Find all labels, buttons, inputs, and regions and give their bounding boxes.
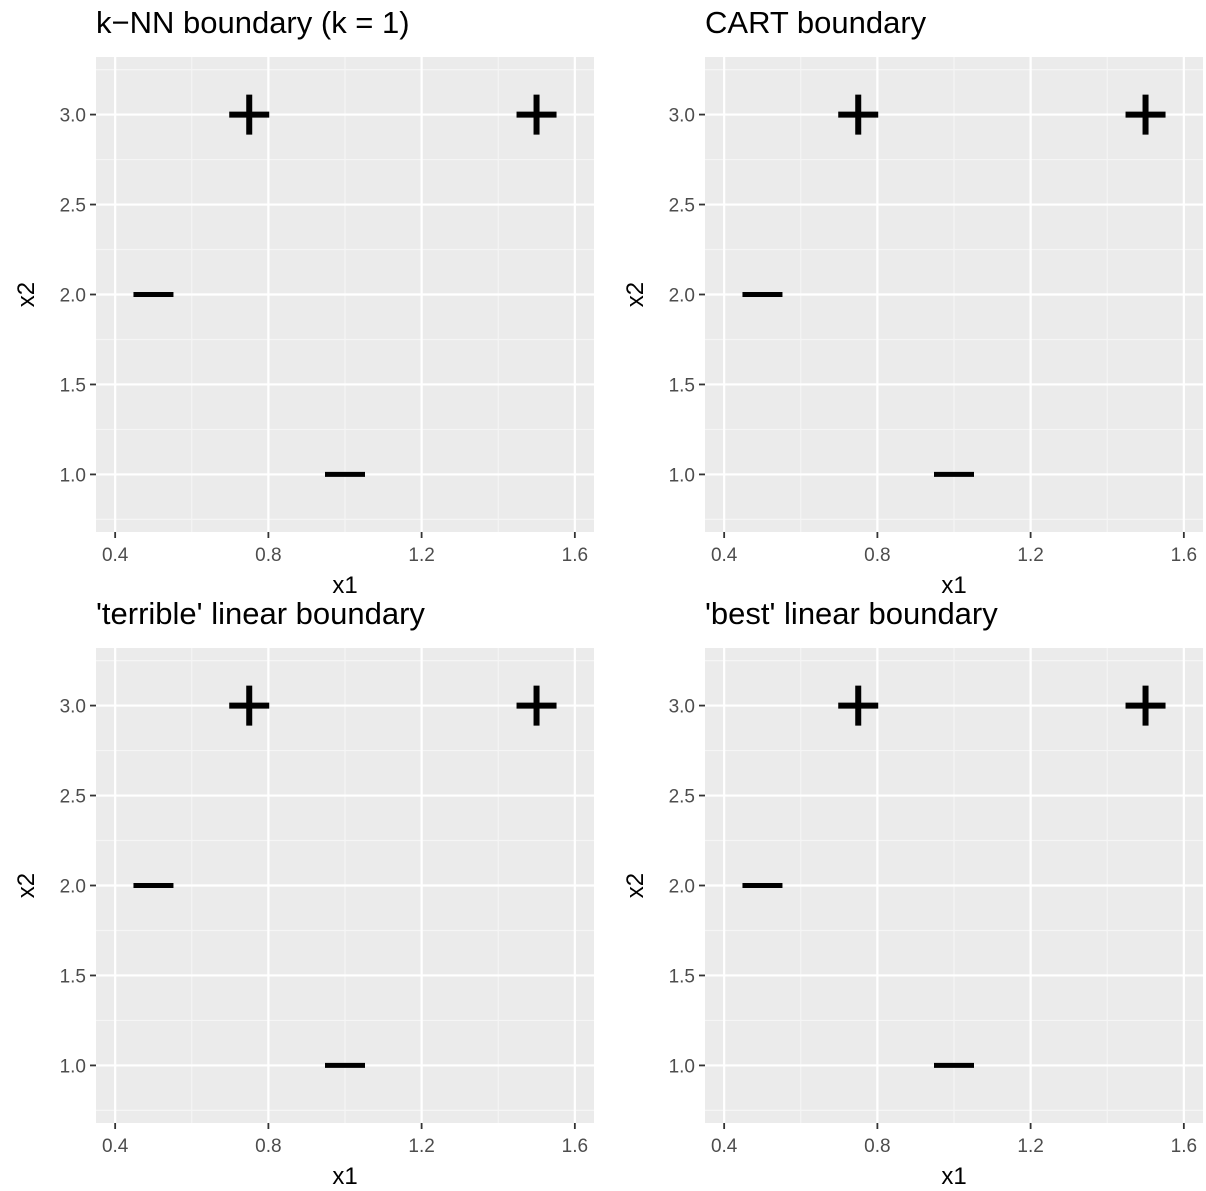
y-axis-title: x2: [13, 873, 40, 898]
y-tick-label: 2.5: [60, 787, 86, 808]
panel-title: 'best' linear boundary: [705, 596, 998, 631]
plus-point: [516, 685, 557, 726]
y-tick-label: 1.5: [669, 375, 695, 396]
panel-title: 'terrible' linear boundary: [96, 596, 425, 631]
x-tick-label: 0.8: [864, 1136, 890, 1157]
y-axis-title: x2: [622, 282, 649, 307]
x-axis-title: x1: [941, 572, 966, 599]
x-tick-label: 0.4: [711, 1136, 738, 1157]
x-tick-label: 1.6: [562, 1136, 588, 1157]
y-tick-label: 2.5: [669, 196, 695, 217]
y-tick-label: 1.5: [60, 966, 86, 987]
x-tick-label: 1.6: [562, 545, 588, 566]
y-tick-label: 2.0: [669, 877, 695, 898]
panel-title: CART boundary: [705, 5, 927, 40]
panel-3: 0.4 0.8 1.2 1.6 1.0 1.5 2.0 2.5 3.0 'terrible' li…: [13, 596, 594, 1190]
x-tick-label: 1.2: [408, 1136, 434, 1157]
y-tick-label: 2.0: [60, 877, 86, 898]
panel-1: 0.4 0.8 1.2 1.6 1.0 1.5 2.0 2.5 3.0 k−NN boundary…: [13, 5, 594, 599]
x-tick-label: 0.4: [711, 545, 738, 566]
y-tick-label: 2.5: [669, 787, 695, 808]
plus-point: [229, 685, 270, 726]
y-tick-label: 2.5: [60, 196, 86, 217]
y-tick-label: 1.0: [669, 465, 695, 486]
x-axis-title: x1: [941, 1163, 966, 1190]
y-tick-label: 2.0: [60, 286, 86, 307]
x-tick-label: 0.8: [255, 545, 281, 566]
y-tick-label: 3.0: [60, 697, 86, 718]
y-axis-title: x2: [622, 873, 649, 898]
x-tick-label: 0.8: [255, 1136, 281, 1157]
y-tick-label: 3.0: [669, 697, 695, 718]
x-tick-label: 1.6: [1171, 1136, 1197, 1157]
x-tick-label: 1.2: [1017, 1136, 1043, 1157]
x-tick-label: 1.2: [408, 545, 434, 566]
plus-point: [1125, 94, 1166, 135]
y-tick-label: 1.5: [60, 375, 86, 396]
x-tick-label: 1.6: [1171, 545, 1197, 566]
panel-title: k−NN boundary (k = 1): [96, 5, 410, 40]
x-tick-label: 0.8: [864, 545, 890, 566]
panel-2: 0.4 0.8 1.2 1.6 1.0 1.5 2.0 2.5 3.0 CART boundary…: [622, 5, 1203, 599]
y-tick-label: 1.0: [60, 1056, 86, 1077]
plus-point: [229, 94, 270, 135]
y-tick-label: 1.0: [60, 465, 86, 486]
y-tick-label: 3.0: [669, 106, 695, 127]
plus-point: [1125, 685, 1166, 726]
x-tick-label: 1.2: [1017, 545, 1043, 566]
x-axis-title: x1: [332, 572, 357, 599]
panel-4: 0.4 0.8 1.2 1.6 1.0 1.5 2.0 2.5 3.0 'best' linear…: [622, 596, 1203, 1190]
y-tick-label: 1.0: [669, 1056, 695, 1077]
x-tick-label: 0.4: [102, 1136, 129, 1157]
x-tick-label: 0.4: [102, 545, 129, 566]
y-tick-label: 3.0: [60, 106, 86, 127]
plus-point: [838, 685, 879, 726]
y-tick-label: 1.5: [669, 966, 695, 987]
y-tick-label: 2.0: [669, 286, 695, 307]
x-axis-title: x1: [332, 1163, 357, 1190]
y-axis-title: x2: [13, 282, 40, 307]
plus-point: [516, 94, 557, 135]
plus-point: [838, 94, 879, 135]
